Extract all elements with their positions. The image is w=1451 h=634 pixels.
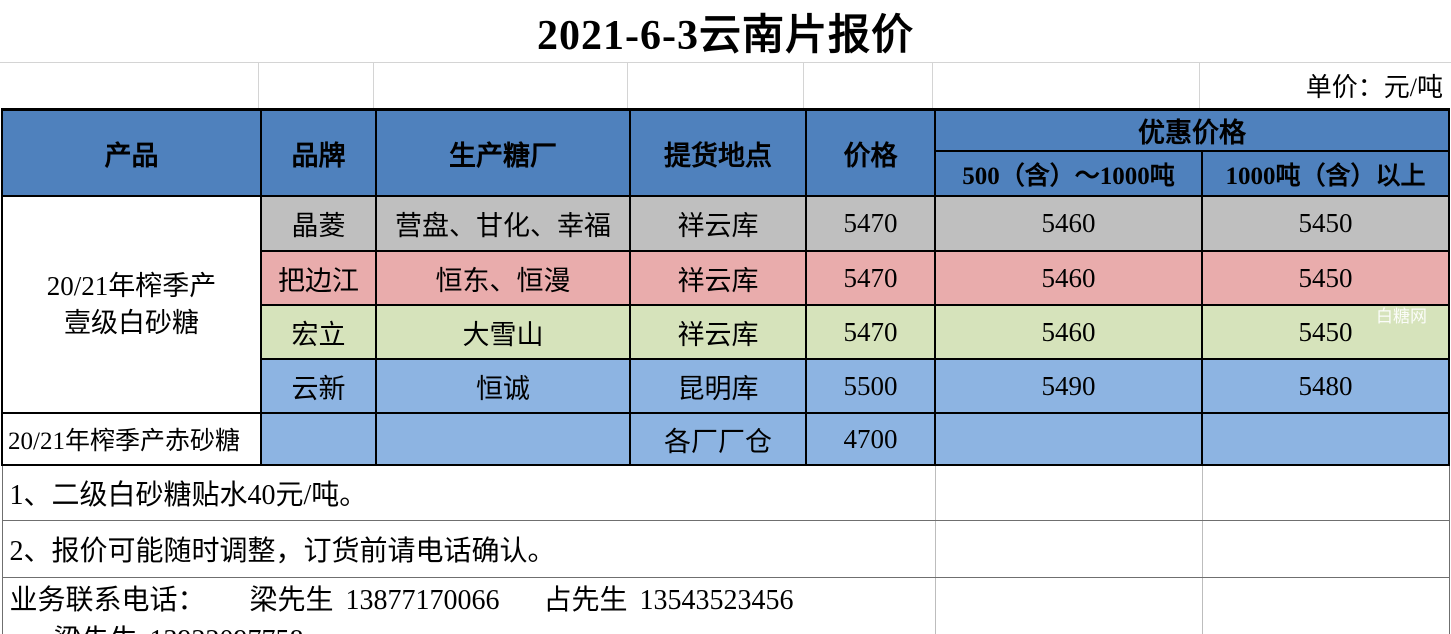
- table-row: 云新 恒诚 昆明库 5500 5490 5480: [2, 358, 1450, 414]
- cell-product-group: 20/21年榨季产 壹级白砂糖: [1, 195, 262, 414]
- cell-price: 5470: [805, 304, 936, 360]
- header-pickup: 提货地点: [629, 108, 807, 197]
- header-discount: 优惠价格: [934, 108, 1450, 152]
- cell-factory: 恒诚: [375, 358, 631, 414]
- price-table: 产品 品牌 生产糖厂 提货地点 价格 优惠价格 500（含）～1000吨 100…: [1, 108, 1450, 634]
- cell-tier1-empty: [934, 412, 1203, 466]
- header-factory: 生产糖厂: [375, 108, 631, 197]
- header-product: 产品: [1, 108, 262, 197]
- contact-phone: 13877170066: [345, 584, 500, 616]
- cell-tier2: 5450: [1201, 195, 1450, 252]
- cell-tier1: 5490: [934, 358, 1203, 414]
- cell-product: 20/21年榨季产赤砂糖: [1, 412, 262, 466]
- cell-factory-empty: [375, 412, 631, 466]
- note-1: 1、二级白砂糖贴水40元/吨。: [1, 464, 936, 521]
- contact-phone: 13922097758: [150, 625, 304, 634]
- contact-row: 业务联系电话： 梁先生 13877170066 占先生 13543523456 梁先生 13…: [1, 576, 1450, 634]
- cell-tier1: 5460: [934, 250, 1203, 306]
- cell-pickup: 祥云库: [629, 195, 807, 252]
- header-row-2: 500（含）～1000吨 1000吨（含）以上: [2, 150, 1450, 197]
- header-discount-tier1: 500（含）～1000吨: [934, 150, 1203, 197]
- contact-entry: 梁先生 13877170066: [250, 585, 500, 616]
- cell-tier2: 5450: [1201, 250, 1450, 306]
- cell-tier2: 5480: [1201, 358, 1450, 414]
- grid-cell: [374, 63, 628, 108]
- cell-brand: 晶菱: [260, 195, 377, 252]
- cell-pickup: 祥云库: [629, 304, 807, 360]
- grid-cell: [259, 63, 374, 108]
- cell-price: 4700: [805, 412, 936, 466]
- header-discount-tier2: 1000吨（含）以上: [1201, 150, 1450, 197]
- cell-pickup: 各厂厂仓: [629, 412, 807, 466]
- note-2: 2、报价可能随时调整，订货前请电话确认。: [1, 519, 936, 578]
- contact-entry: 梁先生 13922097758: [54, 625, 304, 634]
- cell-pickup: 祥云库: [629, 250, 807, 306]
- contact-name: 梁先生: [54, 625, 138, 634]
- table-row: 宏立 大雪山 祥云库 5470 5460 5450: [2, 304, 1450, 360]
- grid-cell: [804, 63, 933, 108]
- contact-label: 业务联系电话：: [9, 584, 206, 616]
- empty-grid-cell: [1201, 519, 1450, 578]
- empty-grid-cell: [1201, 464, 1450, 521]
- unit-label: 单价：元/吨: [1305, 73, 1443, 102]
- product-group-line1: 20/21年榨季产: [46, 271, 217, 302]
- product-group-line2: 壹级白砂糖: [64, 307, 199, 338]
- cell-pickup: 昆明库: [629, 358, 807, 414]
- cell-brand-empty: [260, 412, 377, 466]
- grid-cell: 单价：元/吨: [1200, 63, 1447, 108]
- cell-factory: 恒东、恒漫: [375, 250, 631, 306]
- cell-brand: 云新: [260, 358, 377, 414]
- page-title: 2021-6-3云南片报价: [537, 12, 914, 59]
- note-row-1: 1、二级白砂糖贴水40元/吨。: [1, 464, 1450, 521]
- unit-row: 单价：元/吨: [0, 62, 1451, 108]
- table-row-red-sugar: 20/21年榨季产赤砂糖 各厂厂仓 4700: [1, 412, 1450, 466]
- grid-cell: [0, 63, 259, 108]
- cell-tier2-empty: [1201, 412, 1450, 466]
- table-row: 把边江 恒东、恒漫 祥云库 5470 5460 5450: [2, 250, 1450, 306]
- cell-tier1: 5460: [934, 304, 1203, 360]
- header-brand: 品牌: [260, 108, 377, 197]
- contact-entry: 占先生 13543523456: [544, 585, 794, 616]
- contact-name: 梁先生: [249, 584, 334, 616]
- contact-line: 业务联系电话： 梁先生 13877170066 占先生 13543523456 梁先生 13…: [1, 576, 936, 634]
- table-row: 20/21年榨季产 壹级白砂糖 晶菱 营盘、甘化、幸福 祥云库 5470 546…: [1, 195, 1450, 414]
- cell-price: 5470: [805, 250, 936, 306]
- grid-cell: [628, 63, 804, 108]
- cell-price: 5470: [805, 195, 936, 252]
- header-price: 价格: [805, 108, 936, 197]
- cell-price: 5500: [805, 358, 936, 414]
- empty-grid-cell: [934, 576, 1203, 634]
- cell-tier1: 5460: [934, 195, 1203, 252]
- empty-grid-cell: [934, 464, 1203, 521]
- grid-cell: [933, 63, 1200, 108]
- cell-factory: 营盘、甘化、幸福: [375, 195, 631, 252]
- empty-grid-cell: [1201, 576, 1450, 634]
- contact-name: 占先生: [543, 584, 628, 616]
- cell-brand: 宏立: [260, 304, 377, 360]
- header-row-1: 产品 品牌 生产糖厂 提货地点 价格 优惠价格: [1, 108, 1450, 197]
- cell-factory: 大雪山: [375, 304, 631, 360]
- cell-tier2: 5450: [1201, 304, 1450, 360]
- title-row: 2021-6-3云南片报价: [0, 0, 1451, 62]
- note-row-2: 2、报价可能随时调整，订货前请电话确认。: [1, 519, 1450, 578]
- empty-grid-cell: [934, 519, 1203, 578]
- contact-phone: 13543523456: [639, 584, 794, 616]
- cell-brand: 把边江: [260, 250, 377, 306]
